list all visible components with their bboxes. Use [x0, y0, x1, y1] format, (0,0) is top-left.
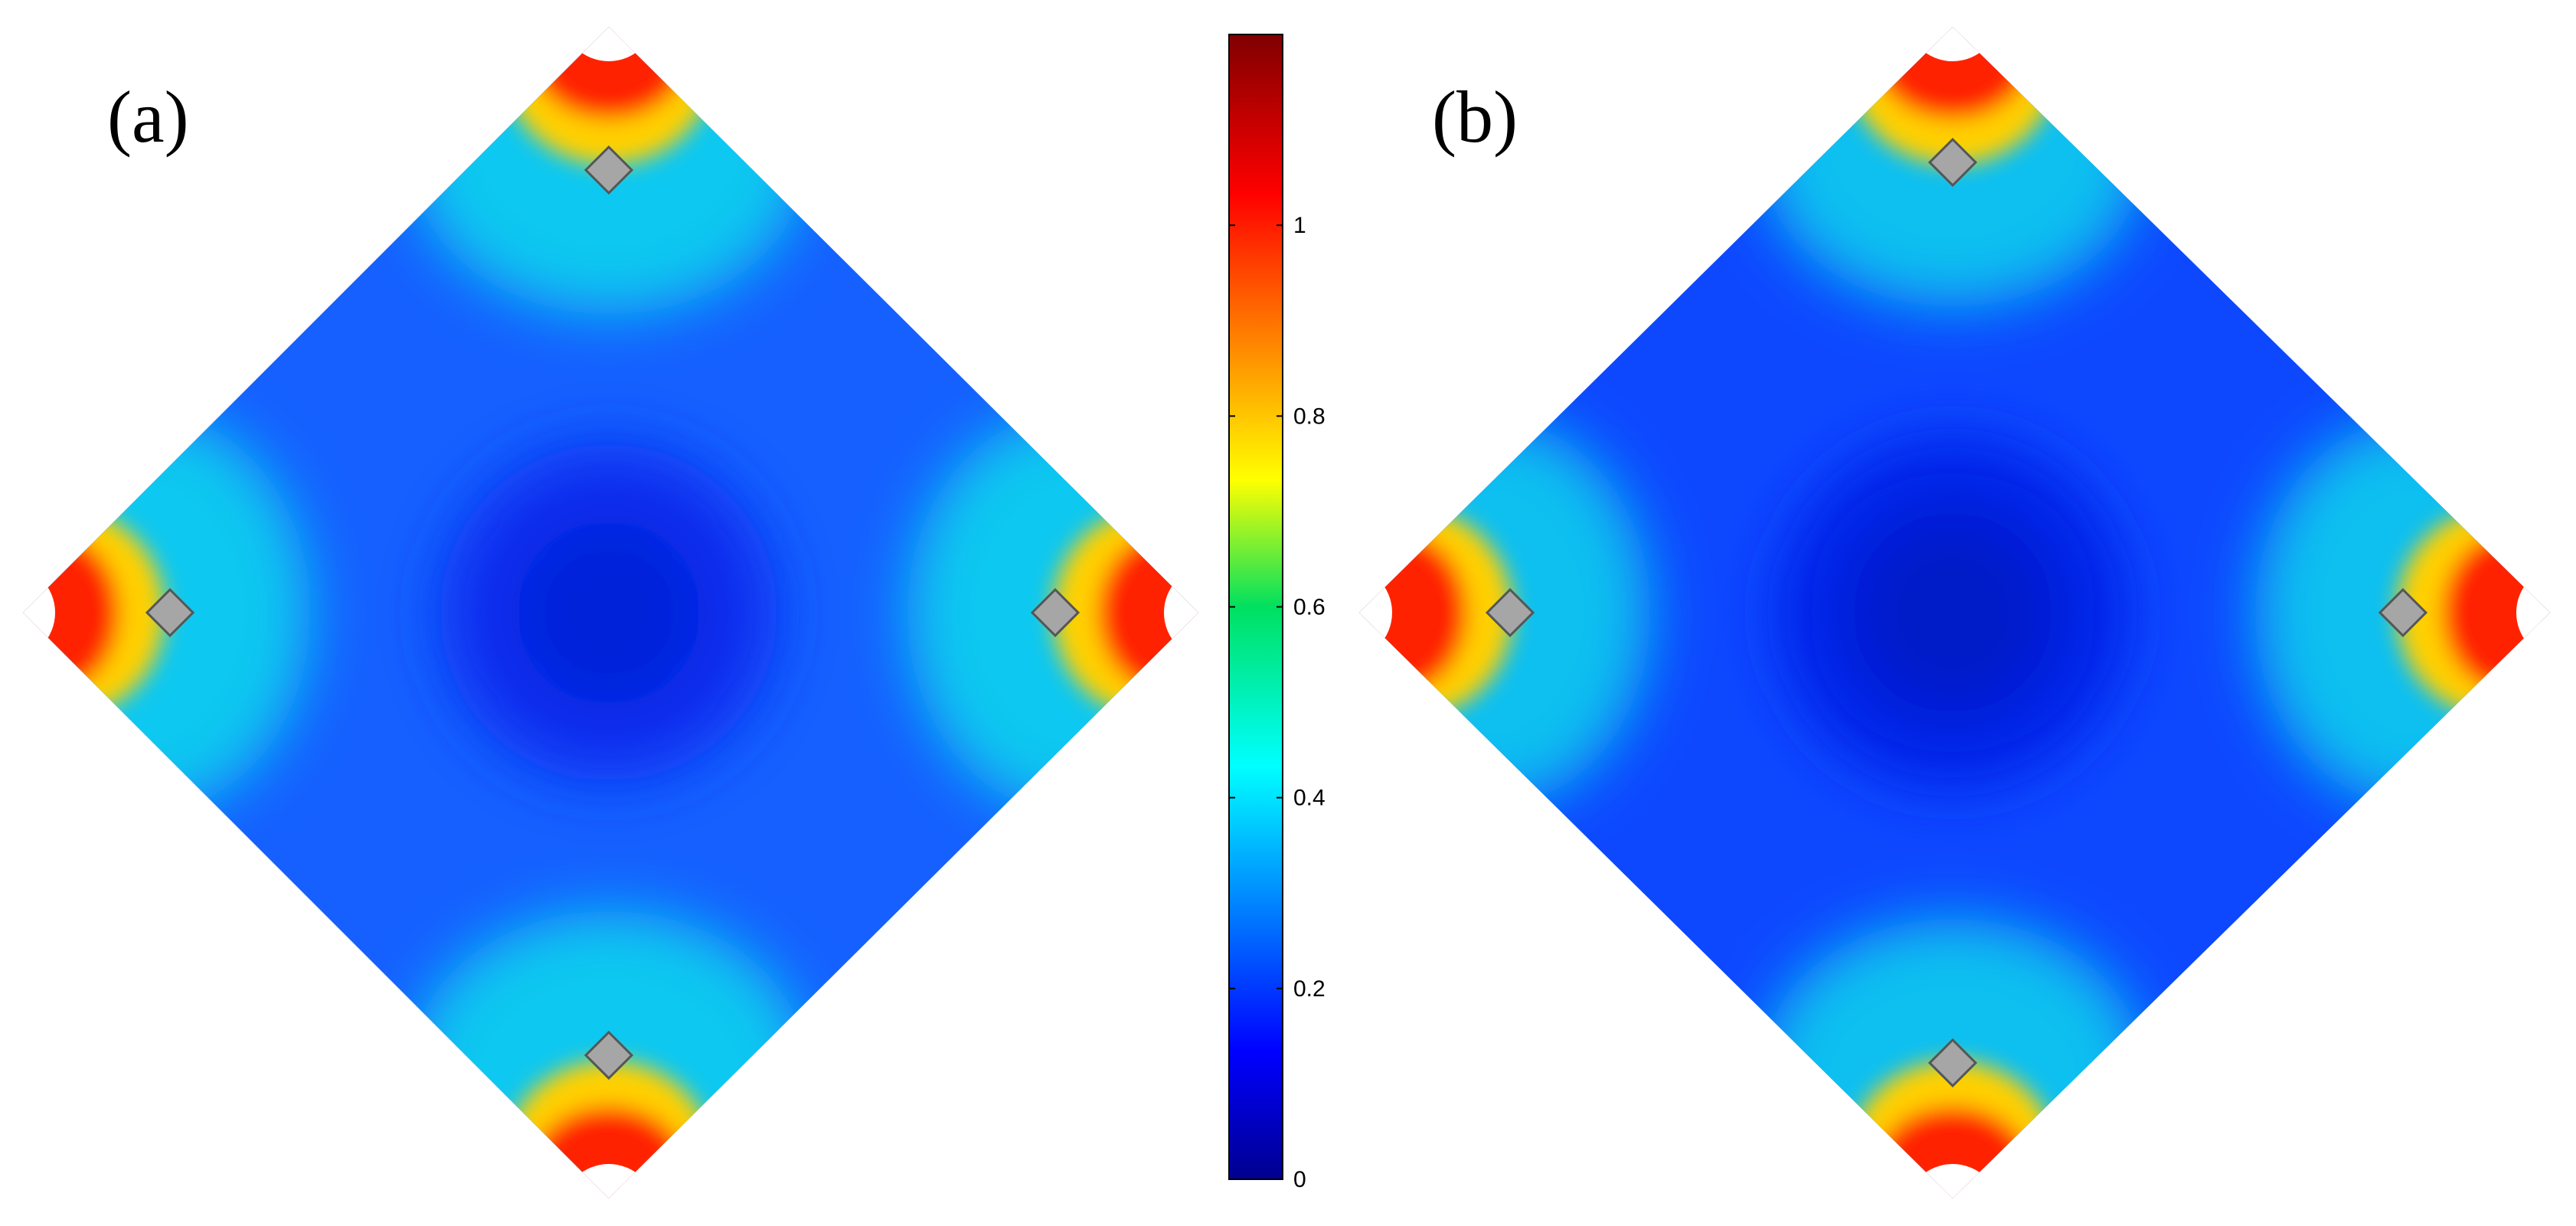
diamond-marker-bottom-a: [584, 1030, 634, 1081]
colorbar-ticks: 0 0.2 0.4 0.6 0.8 1: [1229, 213, 1326, 1192]
colorbar-tick-label: 0.4: [1293, 786, 1326, 811]
diamond-marker-left-a: [145, 587, 195, 638]
diamond-marker-top-b: [1927, 137, 1978, 188]
contour-panel-a: (a): [23, 27, 1198, 1198]
colorbar-tick-label: 1: [1293, 213, 1306, 238]
panel-label-b: (b): [1432, 76, 1518, 158]
colorbar-gradient: [1228, 34, 1283, 1180]
diamond-marker-top-a: [584, 145, 634, 195]
colorbar: 0 0.2 0.4 0.6 0.8 1: [1228, 34, 1326, 1192]
diamond-marker-right-b: [2378, 587, 2428, 638]
colorbar-tick-label: 0.2: [1293, 976, 1326, 1002]
colorbar-tick-label: 0.8: [1293, 404, 1326, 429]
diamond-marker-bottom-b: [1927, 1038, 1978, 1088]
contour-panel-b: (b): [1359, 27, 2550, 1198]
diamond-marker-right-a: [1030, 587, 1080, 638]
panel-label-a: (a): [107, 76, 189, 158]
diamond-marker-left-b: [1485, 587, 1535, 638]
marker-group-b: [1485, 137, 2428, 1088]
colorbar-tick-label: 0: [1293, 1167, 1306, 1192]
marker-group-a: [145, 145, 1080, 1081]
colorbar-tick-label: 0.6: [1293, 595, 1326, 620]
